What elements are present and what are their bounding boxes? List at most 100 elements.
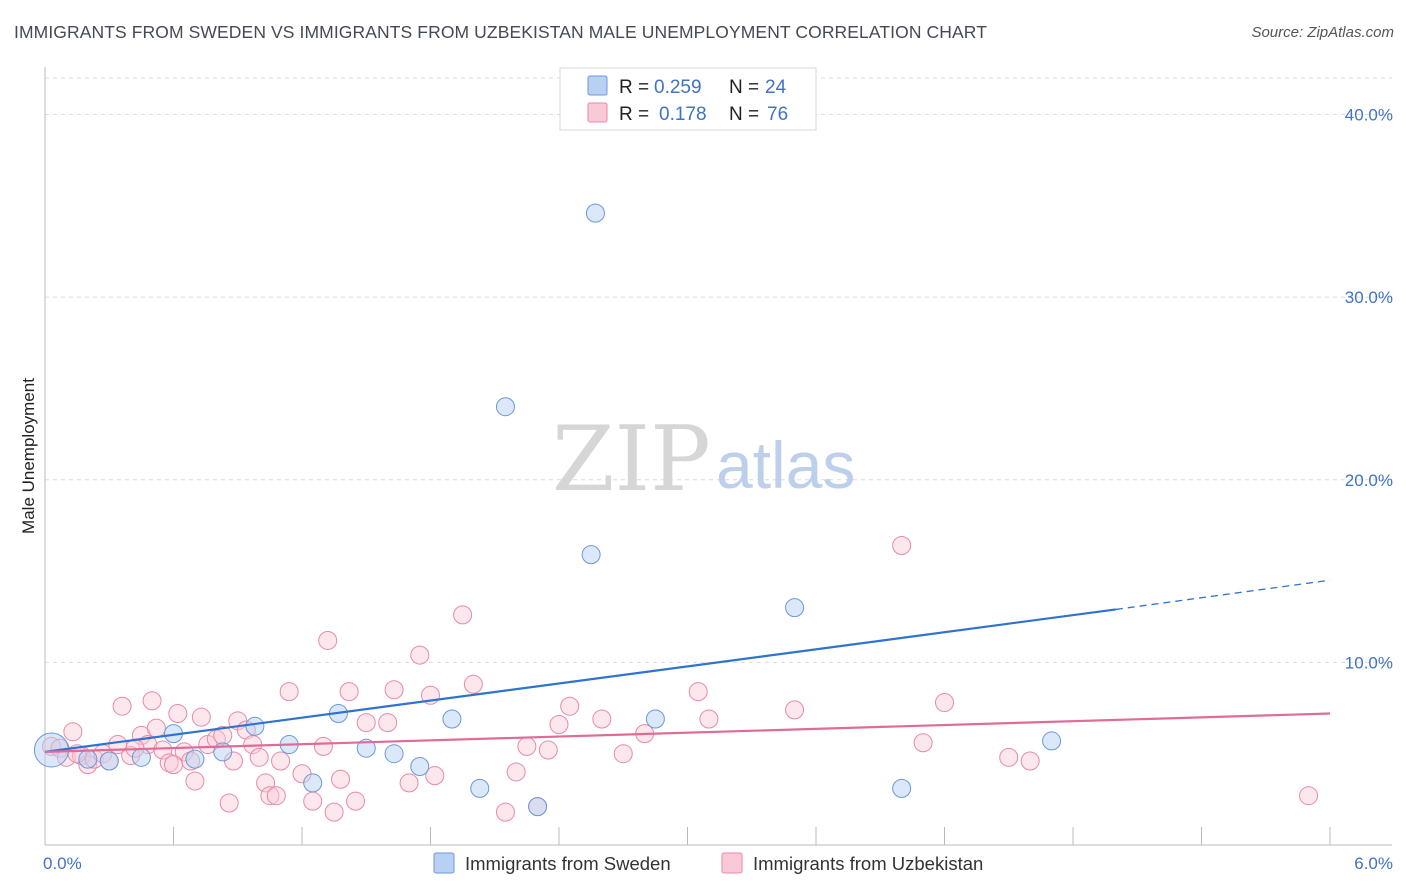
watermark-zip: ZIP <box>552 407 711 512</box>
sweden-points <box>33 203 1062 817</box>
y-tick-label: 40.0% <box>1345 106 1393 125</box>
sweden-point <box>99 751 119 771</box>
legend-label-sweden: Immigrants from Sweden <box>465 853 671 874</box>
x-tick-label-start: 0.0% <box>43 854 82 873</box>
uzbekistan-point <box>266 786 286 806</box>
axes <box>44 67 1392 846</box>
uzbekistan-point <box>331 769 351 789</box>
uzbekistan-point <box>153 740 173 760</box>
uzbekistan-point <box>506 762 526 782</box>
uzbekistan-point <box>592 709 612 729</box>
uzbekistan-point <box>146 718 166 738</box>
x-tick-labels: 0.0% 6.0% <box>43 854 1393 873</box>
sweden-point <box>410 756 430 776</box>
stats-swatch-uzbekistan <box>587 102 608 123</box>
stats-n-label-uzbekistan: N = <box>729 104 759 125</box>
sweden-point <box>303 773 323 793</box>
uzbekistan-point <box>999 747 1019 767</box>
uzbekistan-point <box>410 645 430 665</box>
uzbekistan-point <box>219 793 239 813</box>
trend-lines <box>44 579 1331 753</box>
sweden-point <box>585 203 605 223</box>
uzbekistan-point <box>935 693 954 713</box>
uzbekistan-point <box>913 733 933 753</box>
watermark-atlas: atlas <box>716 428 855 502</box>
uzbekistan-point <box>164 755 183 775</box>
y-tick-label: 10.0% <box>1345 653 1393 672</box>
uzbekistan-point <box>699 709 719 729</box>
y-tick-label: 30.0% <box>1345 288 1393 307</box>
uzbekistan-points <box>41 536 1319 822</box>
stats-swatch-sweden <box>587 75 608 96</box>
stats-r-value-sweden: 0.259 <box>654 77 702 98</box>
y-tick-label: 20.0% <box>1345 471 1393 490</box>
uzbekistan-point <box>324 802 344 822</box>
uzbekistan-point <box>785 700 805 720</box>
stats-legend: R = 0.259 N = 24 R = 0.178 N = 76 <box>559 67 817 131</box>
sweden-point <box>495 397 515 417</box>
uzbekistan-point <box>1020 751 1040 771</box>
uzbekistan-point <box>346 791 366 811</box>
stats-n-value-sweden: 24 <box>765 77 787 98</box>
uzbekistan-point <box>279 682 299 702</box>
legend-swatch-sweden <box>433 852 455 874</box>
source-label: Source: ZipAtlas.com <box>1251 24 1394 41</box>
uzbekistan-point <box>517 736 537 756</box>
uzbekistan-point <box>260 786 280 806</box>
sweden-trend-line <box>44 608 1116 753</box>
uzbekistan-point <box>112 696 132 716</box>
series-legend: Immigrants from Sweden Immigrants from U… <box>433 852 983 874</box>
uzbekistan-point <box>356 713 376 733</box>
sweden-point <box>245 716 265 736</box>
uzbekistan-trend-line <box>44 712 1331 753</box>
sweden-point <box>581 545 601 565</box>
sweden-point <box>470 778 490 798</box>
uzbekistan-point <box>560 696 580 716</box>
uzbekistan-point <box>256 773 276 793</box>
uzbekistan-point <box>384 680 404 700</box>
y-axis-title: Male Unemployment <box>19 378 38 534</box>
watermark: ZIP atlas <box>552 407 855 512</box>
uzbekistan-point <box>495 802 515 822</box>
stats-r-value-uzbekistan: 0.178 <box>659 104 707 125</box>
stats-n-value-uzbekistan: 76 <box>767 104 788 125</box>
x-tick-label-end: 6.0% <box>1354 854 1393 873</box>
uzbekistan-point <box>892 536 912 556</box>
uzbekistan-point <box>425 766 445 786</box>
uzbekistan-point <box>63 722 83 742</box>
sweden-point <box>131 747 151 767</box>
stats-r-label-uzbekistan: R = <box>619 104 649 125</box>
sweden-point <box>356 738 376 758</box>
uzbekistan-point <box>613 744 633 764</box>
stats-r-label-sweden: R = <box>619 77 649 98</box>
sweden-point <box>528 797 548 817</box>
sweden-point <box>785 598 805 618</box>
uzbekistan-point <box>313 736 333 756</box>
sweden-point <box>78 749 98 769</box>
uzbekistan-point <box>168 704 188 724</box>
uzbekistan-point <box>191 707 211 727</box>
sweden-point <box>442 709 462 729</box>
uzbekistan-point <box>688 682 708 702</box>
uzbekistan-point <box>538 740 558 760</box>
stats-n-label-sweden: N = <box>729 77 759 98</box>
sweden-trend-extension <box>1115 579 1331 611</box>
sweden-point <box>1042 731 1062 751</box>
uzbekistan-point <box>463 674 483 694</box>
y-tick-labels: 10.0% 20.0% 30.0% 40.0% <box>1345 106 1393 673</box>
legend-label-uzbekistan: Immigrants from Uzbekistan <box>753 853 983 874</box>
sweden-point <box>892 778 912 798</box>
uzbekistan-point <box>185 771 205 791</box>
uzbekistan-point <box>318 630 338 650</box>
uzbekistan-point <box>303 791 323 811</box>
sweden-point <box>185 749 205 769</box>
grid-lines <box>45 77 1392 663</box>
uzbekistan-point <box>453 605 473 625</box>
sweden-point <box>645 709 665 729</box>
uzbekistan-point <box>142 691 162 711</box>
uzbekistan-point <box>1299 786 1319 806</box>
chart-title: IMMIGRANTS FROM SWEDEN VS IMMIGRANTS FRO… <box>14 22 987 42</box>
uzbekistan-point <box>339 682 359 702</box>
uzbekistan-point <box>249 747 269 767</box>
